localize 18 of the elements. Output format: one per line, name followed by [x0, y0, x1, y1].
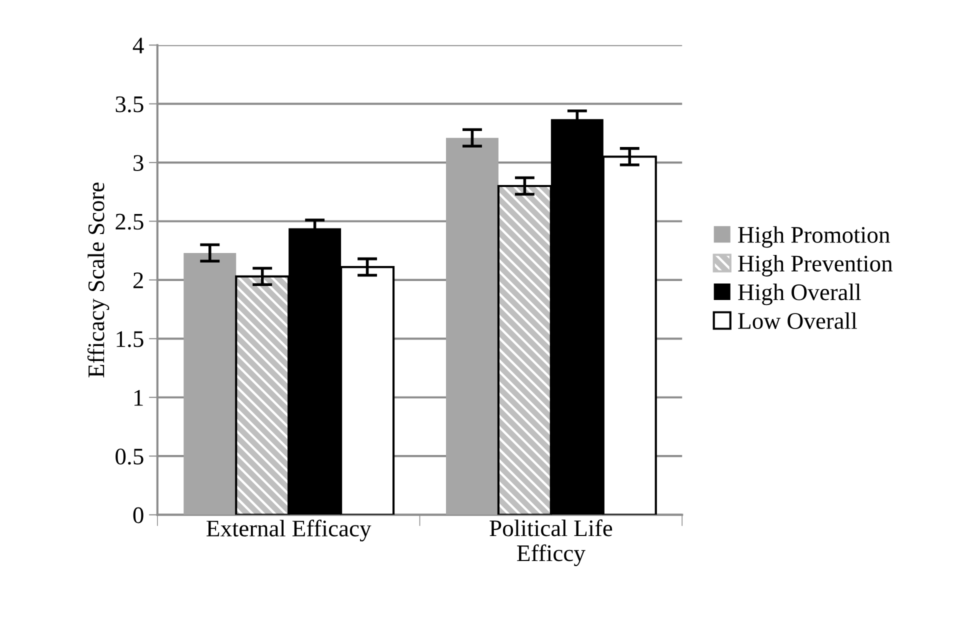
y-tick-label: 2.5 [116, 214, 144, 230]
x-tick-label: Political Life Efficcy [490, 519, 612, 566]
legend-label: Low Overall [738, 312, 857, 329]
y-tick-label: 4 [132, 38, 144, 54]
legend-label: High Prevention [738, 254, 893, 276]
y-tick-label: 0 [133, 507, 144, 524]
legend-label: High Promotion [738, 226, 890, 248]
bar [446, 138, 498, 515]
y-tick-label: 3 [134, 155, 144, 171]
bar [184, 252, 236, 515]
x-tick-label: External Efficacy [206, 520, 372, 542]
y-tick-label: 1.5 [116, 331, 144, 348]
y-tick-label: 2 [133, 272, 143, 288]
y-axis-title: Efficacy Scale Score [87, 182, 110, 378]
legend-label: High Overall [738, 284, 861, 306]
y-tick-label: 0.5 [116, 448, 144, 465]
y-tick-label: 3.5 [116, 96, 144, 112]
y-tick-label: 1 [134, 390, 143, 406]
